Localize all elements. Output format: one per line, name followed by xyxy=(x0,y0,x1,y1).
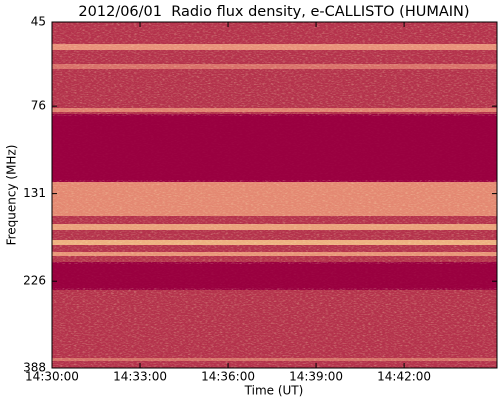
band xyxy=(52,116,497,180)
plot-frame xyxy=(51,21,498,369)
chart-title: 2012/06/01 Radio flux density, e-CALLIST… xyxy=(78,4,469,20)
y-tick-label: 226 xyxy=(23,274,46,288)
y-tick-label: 45 xyxy=(31,15,46,29)
x-tick-label: 14:42:00 xyxy=(377,370,431,384)
texture xyxy=(52,22,497,368)
y-tick-label: 131 xyxy=(23,186,46,200)
y-tick-label: 76 xyxy=(31,99,46,113)
x-tick-label: 14:30:00 xyxy=(25,370,79,384)
spectrogram xyxy=(52,22,497,368)
x-axis-label: Time (UT) xyxy=(244,384,304,398)
y-tick-label: 388 xyxy=(23,361,46,375)
x-tick-label: 14:36:00 xyxy=(201,370,255,384)
x-tick-label: 14:39:00 xyxy=(289,370,343,384)
y-axis-label: Frequency (MHz) xyxy=(5,145,19,246)
x-tick-label: 14:33:00 xyxy=(113,370,167,384)
band xyxy=(52,264,497,288)
